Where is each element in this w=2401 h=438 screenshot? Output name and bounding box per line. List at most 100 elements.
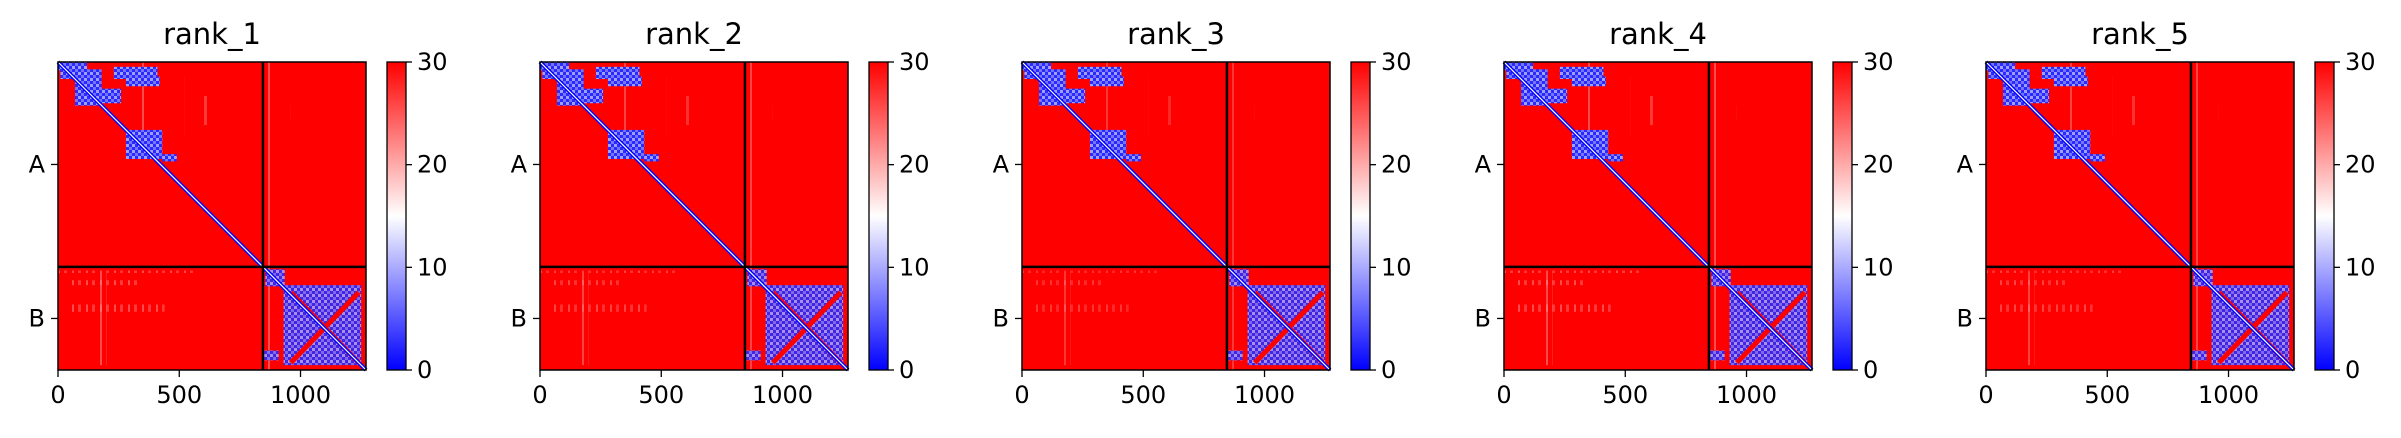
texture-band	[67, 304, 165, 312]
x-tick-label: 1000	[1234, 381, 1295, 409]
colorbar-frame	[2314, 61, 2335, 371]
panel-title: rank_1	[163, 17, 261, 51]
x-tick-label: 500	[1602, 381, 1648, 409]
texture-band	[96, 272, 107, 366]
heatmap-panel-5: rank_5 0 500 1000 A B 0 10 20 30	[1957, 17, 2376, 409]
texture-band	[1022, 270, 1158, 273]
colorbar-tick-label: 30	[417, 48, 448, 76]
texture-band	[1513, 304, 1611, 312]
texture-band	[540, 270, 676, 273]
x-tick-label: 1000	[752, 381, 813, 409]
low-pae-block	[1504, 62, 1534, 71]
texture-band	[2194, 62, 2199, 370]
x-tick-label: 500	[2084, 381, 2130, 409]
texture-band	[1031, 304, 1129, 312]
chain-label: A	[511, 150, 528, 178]
texture-band	[2066, 62, 2074, 155]
colorbar-tick-label: 10	[899, 253, 930, 281]
low-pae-block	[264, 350, 279, 361]
low-pae-block	[540, 62, 570, 71]
low-pae-block	[1571, 76, 1606, 87]
chain-label: B	[1957, 304, 1973, 332]
texture-band	[58, 270, 194, 273]
texture-band	[1736, 105, 1741, 121]
diagonal-highlight	[539, 61, 849, 371]
x-tick-label: 1000	[2198, 381, 2259, 409]
panel-title: rank_5	[2091, 17, 2189, 51]
low-pae-block	[125, 76, 160, 87]
heatmap-panel-3: rank_3 0 500 1000 A B 0 10 20 30	[993, 17, 1412, 409]
colorbar-frame	[1832, 61, 1853, 371]
texture-band	[1995, 304, 2093, 312]
chain-label: B	[993, 304, 1009, 332]
low-pae-block	[2024, 88, 2050, 104]
texture-band	[2024, 272, 2035, 366]
heatmap-frame	[1503, 61, 1813, 371]
colorbar-tick-label: 0	[2345, 356, 2360, 384]
chain-label: A	[1957, 150, 1974, 178]
texture-band	[1584, 62, 1592, 155]
low-pae-block	[1126, 154, 1141, 162]
colorbar-tick-label: 20	[1863, 151, 1894, 179]
diagonal-highlight	[1503, 61, 1813, 371]
colorbar-tick-label: 20	[417, 151, 448, 179]
texture-band	[138, 62, 146, 155]
chain-label: A	[1475, 150, 1492, 178]
colorbar-frame	[386, 61, 407, 371]
x-tick-label: 0	[50, 381, 65, 409]
texture-band	[1143, 76, 1149, 138]
texture-band	[1542, 272, 1553, 366]
colorbar-tick-label: 20	[899, 151, 930, 179]
x-tick-label: 0	[532, 381, 547, 409]
low-pae-block	[1542, 88, 1568, 104]
colorbar-tick-label: 10	[1863, 253, 1894, 281]
texture-band	[266, 62, 271, 370]
colorbar-tick-label: 30	[1863, 48, 1894, 76]
low-pae-block	[113, 66, 158, 79]
colorbar-tick-label: 10	[2345, 253, 2376, 281]
x-tick-label: 500	[156, 381, 202, 409]
x-tick-label: 0	[1014, 381, 1029, 409]
heatmap-frame	[57, 61, 367, 371]
chain-label: B	[29, 304, 45, 332]
texture-band	[203, 95, 210, 126]
heatmap-frame	[1021, 61, 1331, 371]
low-pae-block	[1986, 62, 2016, 71]
low-pae-block	[1089, 76, 1124, 87]
low-pae-block	[746, 350, 761, 361]
panel-title: rank_4	[1609, 17, 1707, 51]
texture-band	[620, 62, 628, 155]
colorbar-tick-label: 30	[2345, 48, 2376, 76]
texture-band	[1167, 95, 1174, 126]
x-tick-label: 1000	[270, 381, 331, 409]
chain-label: A	[29, 150, 46, 178]
low-pae-block	[96, 88, 122, 104]
texture-band	[1060, 272, 1071, 366]
texture-band	[1254, 105, 1259, 121]
chain-label: B	[1475, 304, 1491, 332]
chain-label: A	[993, 150, 1010, 178]
colorbar	[1351, 62, 1370, 370]
colorbar	[869, 62, 888, 370]
diagonal-highlight	[1021, 61, 1331, 371]
panel-title: rank_2	[645, 17, 743, 51]
x-tick-label: 0	[1978, 381, 1993, 409]
low-pae-block	[1608, 154, 1623, 162]
heatmap-panel-4: rank_4 0 500 1000 A B 0 10 20 30	[1475, 17, 1894, 409]
heatmap-frame	[539, 61, 849, 371]
low-pae-block	[162, 154, 177, 162]
colorbar-tick-label: 20	[2345, 151, 2376, 179]
colorbar-tick-label: 0	[1381, 356, 1396, 384]
colorbar-frame	[868, 61, 889, 371]
low-pae-block	[2041, 66, 2086, 79]
texture-band	[290, 105, 295, 121]
heatmap-frame	[1985, 61, 2295, 371]
colorbar-tick-label: 0	[899, 356, 914, 384]
x-tick-label: 1000	[1716, 381, 1777, 409]
low-pae-block	[1710, 350, 1725, 361]
colorbar-frame	[1350, 61, 1371, 371]
texture-band	[1102, 62, 1110, 155]
x-tick-label: 500	[638, 381, 684, 409]
low-pae-block	[607, 76, 642, 87]
